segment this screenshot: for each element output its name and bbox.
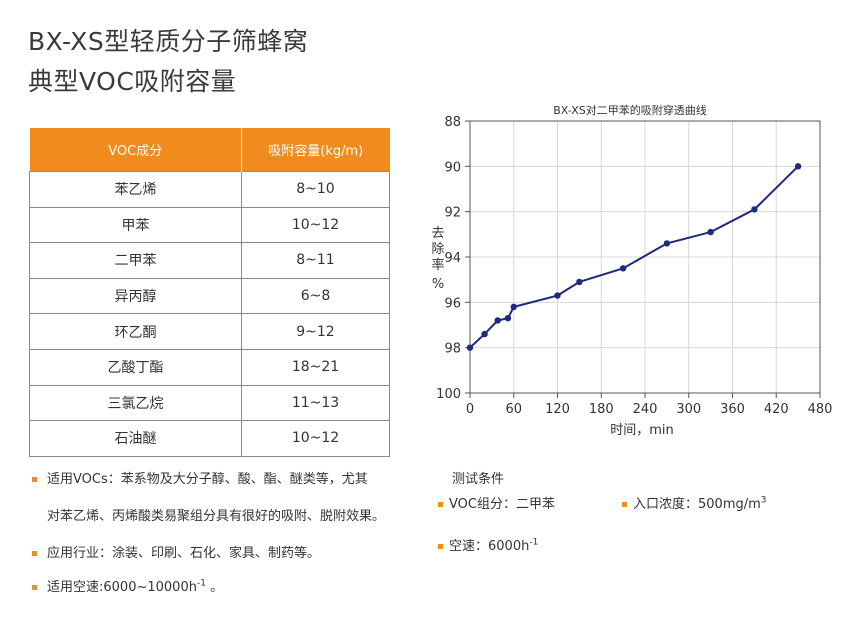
table-row: 石油醚 10~12 xyxy=(29,420,390,457)
capacity-value: 10~12 xyxy=(241,206,390,244)
table-row: 甲苯 10~12 xyxy=(29,206,390,244)
data-point xyxy=(751,206,758,213)
data-point xyxy=(794,163,802,170)
data-point xyxy=(466,344,474,351)
note-text: 适用空速:6000~10000h xyxy=(47,580,197,595)
y-tick-label: 88 xyxy=(444,115,461,130)
data-point xyxy=(510,303,517,311)
condition-text: VOC组分：二甲苯 xyxy=(449,497,555,512)
data-point xyxy=(494,317,501,324)
condition-superscript: -1 xyxy=(529,537,539,548)
table-row: 异丙醇 6~8 xyxy=(29,277,390,315)
data-point xyxy=(619,265,627,272)
data-point xyxy=(554,292,561,299)
bullet-icon xyxy=(438,502,443,507)
condition-voc-group: VOC组分：二甲苯 xyxy=(438,493,555,512)
note-superscript: -1 xyxy=(196,578,206,589)
x-tick-label: 240 xyxy=(633,402,658,417)
y-axis: 88 90 92 94 96 98 100 xyxy=(436,115,470,402)
voc-name: 苯乙烯 xyxy=(29,171,242,208)
x-tick-label: 300 xyxy=(676,402,701,417)
capacity-value: 18~21 xyxy=(241,348,390,386)
y-tick-label: 90 xyxy=(444,160,461,175)
data-point xyxy=(504,315,512,322)
data-point xyxy=(576,278,583,286)
x-tick-label: 120 xyxy=(545,402,570,417)
voc-name: 乙酸丁酯 xyxy=(29,348,242,386)
table-row: 乙酸丁酯 18~21 xyxy=(29,348,390,386)
note-applicable-vocs-continued: 对苯乙烯、丙烯酸类易聚组分具有很好的吸附、脱附效果。 xyxy=(47,509,386,524)
note-industries: 应用行业：涂装、印刷、石化、家具、制药等。 xyxy=(32,542,320,561)
note-end: 。 xyxy=(205,580,224,595)
x-axis: 0 60 120 180 240 300 360 420 480 xyxy=(466,393,833,417)
test-conditions-title: 测试条件 xyxy=(452,472,505,487)
y-tick-label: 94 xyxy=(444,251,461,266)
voc-name: 异丙醇 xyxy=(29,277,242,315)
bullet-icon xyxy=(622,502,627,507)
title-line-1: BX-XS型轻质分子筛蜂窝 xyxy=(28,27,309,56)
x-tick-label: 0 xyxy=(466,402,474,417)
condition-text: 空速：6000h xyxy=(449,539,530,554)
y-axis-label-char: 率 xyxy=(431,257,444,273)
table-row: 二甲苯 8~11 xyxy=(29,242,390,279)
data-point xyxy=(663,240,671,247)
chart-title: BX-XS对二甲苯的吸附穿透曲线 xyxy=(553,103,706,117)
capacity-value: 9~12 xyxy=(241,313,390,350)
bullet-icon xyxy=(32,585,37,590)
voc-name: 二甲苯 xyxy=(29,242,242,279)
x-tick-label: 480 xyxy=(808,402,833,417)
x-tick-label: 420 xyxy=(764,402,789,417)
condition-text: 入口浓度：500mg/m xyxy=(633,497,761,512)
table-row: 环乙酮 9~12 xyxy=(29,313,390,350)
voc-name: 环乙酮 xyxy=(29,313,242,350)
y-axis-label-char: % xyxy=(432,277,444,292)
column-header-voc: VOC成分 xyxy=(29,128,242,172)
y-tick-label: 96 xyxy=(444,296,461,311)
data-point xyxy=(707,228,714,236)
x-tick-label: 360 xyxy=(720,402,745,417)
y-axis-label-char: 去 xyxy=(431,226,444,241)
capacity-value: 10~12 xyxy=(241,420,390,457)
note-applicable-vocs: 适用VOCs：苯系物及大分子醇、酸、酯、醚类等，尤其 xyxy=(32,468,368,487)
x-tick-label: 60 xyxy=(505,402,522,417)
title-line-2: 典型VOC吸附容量 xyxy=(28,67,237,96)
note-space-velocity: 适用空速:6000~10000h-1 。 xyxy=(32,576,223,595)
table-row: 三氯乙烷 11~13 xyxy=(29,384,390,422)
note-text: 适用VOCs：苯系物及大分子醇、酸、酯、醚类等，尤其 xyxy=(47,472,368,487)
condition-superscript: 3 xyxy=(760,495,767,506)
capacity-value: 8~10 xyxy=(241,171,390,208)
table-row: 苯乙烯 8~10 xyxy=(29,171,390,208)
capacity-value: 6~8 xyxy=(241,277,390,315)
bullet-icon xyxy=(32,551,37,556)
y-axis-label-char: 除 xyxy=(431,242,444,257)
voc-name: 三氯乙烷 xyxy=(29,384,242,422)
voc-name: 甲苯 xyxy=(29,206,242,244)
series-points xyxy=(466,163,802,351)
bullet-icon xyxy=(32,477,37,482)
x-axis-label: 时间，min xyxy=(610,423,674,438)
y-axis-label: 去 除 率 % xyxy=(431,226,444,292)
y-tick-label: 98 xyxy=(444,342,461,357)
table-header-row: VOC成分 吸附容量(kg/m) xyxy=(29,128,390,172)
adsorption-table: VOC成分 吸附容量(kg/m) 苯乙烯 8~10 甲苯 10~12 二甲苯 8~11… xyxy=(29,128,390,457)
condition-space-velocity: 空速：6000h-1 xyxy=(438,535,538,554)
column-header-capacity: 吸附容量(kg/m) xyxy=(241,128,390,172)
bullet-icon xyxy=(438,544,443,549)
y-tick-label: 92 xyxy=(444,206,461,221)
note-text: 应用行业：涂装、印刷、石化、家具、制药等。 xyxy=(47,546,321,561)
condition-inlet-concentration: 入口浓度：500mg/m3 xyxy=(622,493,767,512)
y-tick-label: 100 xyxy=(436,387,461,402)
data-point xyxy=(481,330,488,338)
x-tick-label: 180 xyxy=(589,402,614,417)
